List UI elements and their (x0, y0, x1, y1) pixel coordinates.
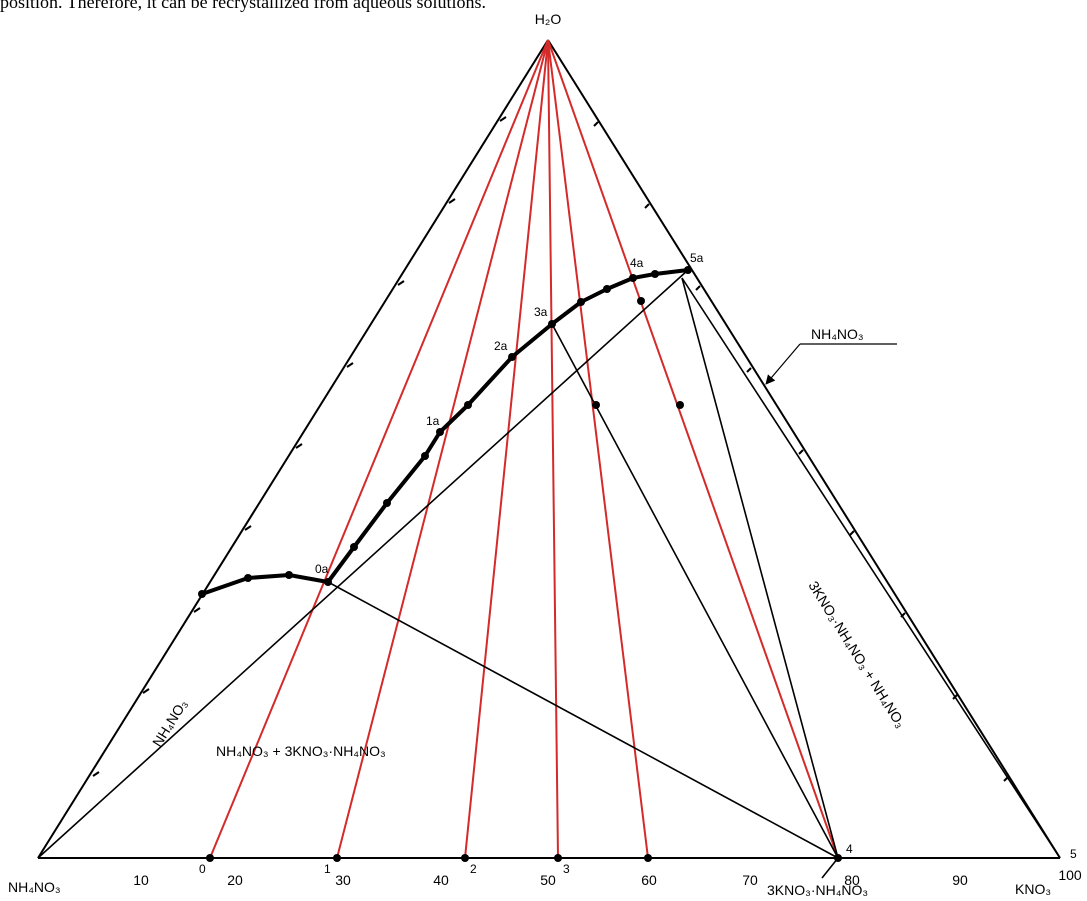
section-ray-1 (336, 39, 549, 859)
curve-point-labels: 0a 1a 2a 3a 4a 5a (315, 251, 704, 576)
data-point (350, 543, 358, 551)
intro-text: position. Therefore, it can be recrystal… (0, 0, 487, 12)
data-point (436, 428, 444, 436)
data-point (285, 571, 293, 579)
tick (346, 362, 354, 368)
tick-label-60: 60 (641, 872, 657, 888)
base-point (554, 854, 562, 862)
compound-label: 3KNO₃·NH₄NO₃ (767, 882, 868, 898)
tie-line (821, 857, 839, 879)
tie-line (681, 277, 1061, 859)
data-point (684, 266, 692, 274)
callout-arrow (765, 343, 801, 385)
tie-line (681, 277, 839, 859)
base-point-label-0: 0 (199, 862, 206, 876)
data-point (577, 298, 585, 306)
base-point-label-3: 3 (563, 862, 570, 876)
data-point (651, 270, 659, 278)
section-ray-5 (547, 39, 839, 859)
solubility-curves (200, 268, 690, 596)
curve-point-label-0a: 0a (315, 562, 329, 576)
base-point (644, 854, 652, 862)
data-point (464, 401, 472, 409)
tie-lines (37, 269, 1061, 879)
tick-label-30: 30 (335, 872, 351, 888)
section-ray-2 (464, 39, 549, 859)
tick (849, 530, 855, 536)
tick (644, 203, 650, 209)
data-point (637, 297, 645, 305)
data-point (603, 285, 611, 293)
vertex-label-kno3: KNO₃ (1015, 881, 1051, 897)
section-ray-4 (547, 39, 649, 859)
data-point (508, 353, 516, 361)
callout-label: NH₄NO₃ (811, 326, 864, 342)
tick (397, 280, 405, 286)
tick-label-90: 90 (952, 872, 968, 888)
tick (746, 367, 752, 373)
base-point (461, 854, 469, 862)
tick-label-20: 20 (227, 872, 243, 888)
base-point-label-2: 2 (470, 862, 477, 876)
data-point (324, 578, 332, 586)
tick (593, 121, 599, 127)
triangle-right-side (547, 39, 1061, 859)
nh4no3-branch-curve (200, 573, 330, 596)
tick (142, 688, 150, 694)
vertex-label-nh4no3: NH₄NO₃ (8, 879, 61, 895)
data-point (244, 574, 252, 582)
curve-point-label-5a: 5a (690, 251, 704, 265)
data-point (421, 452, 429, 460)
vertex-label-h2o: H₂O (535, 11, 562, 27)
tick-label-50: 50 (540, 872, 556, 888)
data-point (629, 274, 637, 282)
tick (448, 198, 456, 204)
tick (798, 449, 804, 455)
triangle-left-side (37, 39, 549, 859)
section-ray-0 (209, 39, 549, 859)
data-point (592, 401, 600, 409)
base-point (333, 854, 341, 862)
base-axis-labels: 10 20 30 40 50 60 70 80 90 100 (133, 867, 1082, 888)
curve-point-label-3a: 3a (534, 305, 548, 319)
base-point-numbers: 0 1 2 3 4 5 (199, 842, 1077, 876)
region-label-nh4no3: NH₄NO₃ (149, 696, 190, 749)
base-point (206, 854, 214, 862)
tick (695, 285, 701, 291)
data-point (676, 401, 684, 409)
curve-point-label-4a: 4a (630, 256, 644, 270)
nh4no3-callout: NH₄NO₃ (765, 326, 897, 385)
tick-label-100: 100 (1058, 867, 1082, 883)
curve-point-label-2a: 2a (494, 339, 508, 353)
base-point-label-5: 5 (1070, 847, 1077, 861)
data-points (198, 266, 842, 862)
tick (92, 771, 100, 777)
base-point (834, 854, 842, 862)
tick (499, 116, 507, 122)
tick (295, 443, 303, 449)
base-point-label-1: 1 (324, 862, 331, 876)
data-point (548, 320, 556, 328)
tick-label-10: 10 (133, 872, 149, 888)
tick-label-40: 40 (433, 872, 449, 888)
curve-point-label-1a: 1a (426, 414, 440, 428)
data-point (383, 499, 391, 507)
section-ray-3 (547, 39, 559, 859)
section-rays (209, 39, 839, 859)
tie-line (327, 581, 839, 859)
tick (244, 525, 252, 531)
data-point (198, 590, 206, 598)
tick-label-80: 80 (844, 872, 860, 888)
tie-line (37, 269, 689, 859)
region-label-lower-field: NH₄NO₃ + 3KNO₃·NH₄NO₃ (216, 743, 386, 759)
base-point-label-4: 4 (846, 842, 853, 856)
tick (193, 607, 201, 613)
tie-line (551, 323, 839, 859)
tick-label-70: 70 (742, 872, 758, 888)
